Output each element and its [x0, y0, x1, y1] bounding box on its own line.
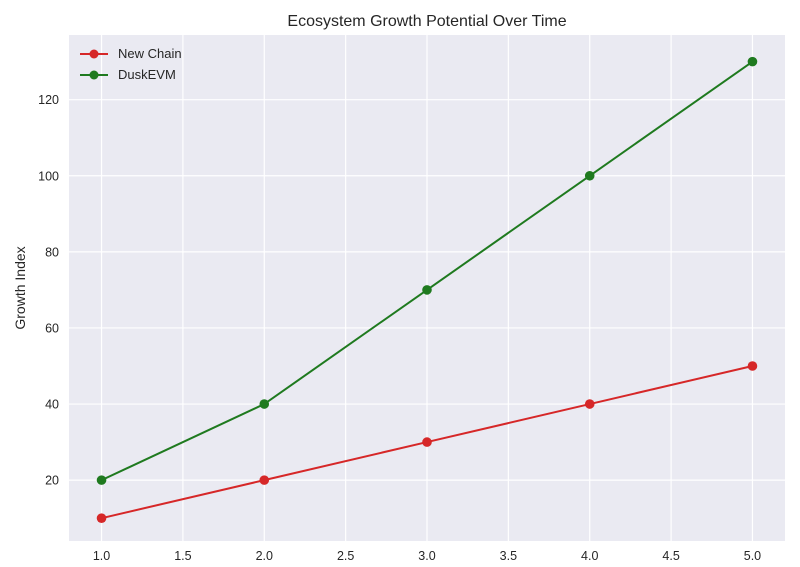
- data-point-duskevm: [747, 56, 758, 67]
- data-point-new-chain: [259, 475, 270, 485]
- y-tick-labels: 20 40 60 80 100 120: [38, 93, 59, 487]
- data-point-new-chain: [422, 437, 432, 447]
- y-axis-label: Growth Index: [12, 246, 28, 329]
- legend-label-duskevm: DuskEVM: [118, 67, 176, 82]
- y-tick-label: 20: [45, 474, 59, 488]
- x-tick-label: 1.0: [93, 549, 110, 563]
- x-tick-label: 1.5: [174, 549, 191, 563]
- y-tick-label: 40: [45, 398, 59, 412]
- legend-marker-duskevm: [89, 70, 99, 80]
- x-tick-label: 2.5: [337, 549, 354, 563]
- x-tick-label: 4.0: [581, 549, 598, 563]
- y-tick-label: 120: [38, 93, 59, 107]
- x-tick-label: 3.0: [418, 549, 435, 563]
- x-tick-label: 5.0: [744, 549, 761, 563]
- x-tick-labels: 1.0 1.5 2.0 2.5 3.0 3.5 4.0 4.5 5.0: [93, 549, 761, 563]
- x-tick-label: 3.5: [500, 549, 517, 563]
- data-point-duskevm: [96, 475, 107, 485]
- data-point-new-chain: [584, 399, 595, 409]
- data-point-duskevm: [259, 399, 270, 409]
- y-tick-label: 80: [45, 245, 59, 259]
- chart-title: Ecosystem Growth Potential Over Time: [287, 13, 566, 30]
- data-point-duskevm: [584, 170, 595, 181]
- x-tick-label: 2.0: [256, 549, 273, 563]
- legend-label-new-chain: New Chain: [118, 46, 182, 61]
- data-point-new-chain: [747, 361, 758, 371]
- legend: New Chain DuskEVM: [80, 46, 182, 82]
- y-tick-label: 100: [38, 169, 59, 183]
- x-tick-label: 4.5: [662, 549, 679, 563]
- series-group: [96, 56, 758, 523]
- y-tick-label: 60: [45, 321, 59, 335]
- data-point-new-chain: [96, 513, 107, 523]
- data-point-duskevm: [422, 285, 432, 295]
- legend-marker-new-chain: [89, 49, 99, 59]
